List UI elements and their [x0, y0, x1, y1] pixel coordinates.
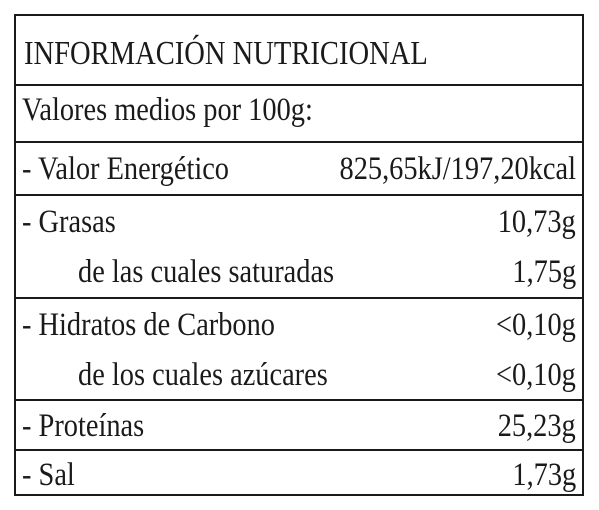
divider — [16, 141, 582, 143]
carbohydrates-label: - Hidratos de Carbono — [22, 307, 276, 343]
nutrition-facts-table: INFORMACIÓN NUTRICIONAL Valores medios p… — [14, 14, 584, 496]
carbohydrates-value: <0,10g — [496, 307, 576, 343]
salt-label: - Sal — [22, 457, 75, 493]
protein-label: - Proteínas — [22, 408, 145, 444]
table-title: INFORMACIÓN NUTRICIONAL — [24, 35, 428, 72]
divider — [16, 449, 582, 451]
energy-value: 825,65kJ/197,20kcal — [339, 151, 576, 187]
divider — [16, 297, 582, 299]
divider — [16, 194, 582, 196]
energy-label: - Valor Energético — [22, 151, 230, 187]
saturated-fat-value: 1,75g — [512, 254, 576, 290]
fat-label: - Grasas — [22, 204, 116, 240]
divider — [16, 84, 582, 86]
divider — [16, 399, 582, 401]
salt-value: 1,73g — [512, 457, 576, 493]
sugars-value: <0,10g — [496, 357, 576, 393]
saturated-fat-label: de las cuales saturadas — [78, 254, 335, 290]
sugars-label: de los cuales azúcares — [78, 357, 328, 393]
fat-value: 10,73g — [497, 204, 576, 240]
protein-value: 25,23g — [497, 408, 576, 444]
per-100g-heading: Valores medios por 100g: — [22, 92, 313, 128]
